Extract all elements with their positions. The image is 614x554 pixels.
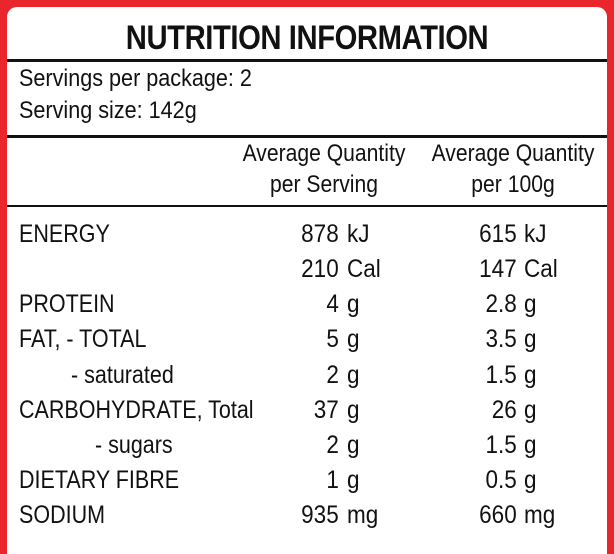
per-100g-value: 147 xyxy=(479,255,517,283)
per-serving-value: 1 xyxy=(326,466,339,494)
per-serving-value: 37 xyxy=(313,396,339,424)
per-serving-unit: kJ xyxy=(347,220,370,248)
per-serving-value: 5 xyxy=(326,325,339,353)
column-header-per-serving: Average Quantity per Serving xyxy=(240,138,407,200)
per-100g-unit: Cal xyxy=(524,255,558,283)
per-100g-unit: g xyxy=(524,325,537,353)
per-serving-unit: g xyxy=(347,431,360,459)
serving-size: Serving size: 142g xyxy=(19,97,197,124)
divider-title xyxy=(7,59,607,62)
nutrient-row: - sugars 2 g 1.5 g xyxy=(7,428,607,463)
nutrient-row: CARBOHYDRATE, Total 37 g 26 g xyxy=(7,393,607,428)
column-header-per-serving-line1: Average Quantity xyxy=(242,140,406,167)
per-100g-value: 1.5 xyxy=(485,361,517,389)
per-100g-value: 1.5 xyxy=(485,431,517,459)
per-serving-unit: g xyxy=(347,325,360,353)
per-serving-unit: g xyxy=(347,466,360,494)
column-header-per-100g: Average Quantity per 100g xyxy=(430,138,595,200)
nutrient-row: - saturated 2 g 1.5 g xyxy=(7,358,607,393)
per-serving-value: 2 xyxy=(326,361,339,389)
per-100g-unit: mg xyxy=(524,501,556,529)
per-100g-value: 3.5 xyxy=(485,325,517,353)
nutrient-row: SODIUM 935 mg 660 mg xyxy=(7,498,607,533)
per-100g-unit: g xyxy=(524,431,537,459)
per-serving-unit: g xyxy=(347,361,360,389)
per-serving-unit: mg xyxy=(347,501,379,529)
per-serving-value: 2 xyxy=(326,431,339,459)
per-100g-value: 615 xyxy=(479,220,517,248)
nutrient-row: PROTEIN 4 g 2.8 g xyxy=(7,287,607,322)
per-100g-unit: g xyxy=(524,466,537,494)
column-header-per-serving-line2: per Serving xyxy=(269,171,378,198)
nutrient-label: SODIUM xyxy=(19,501,105,529)
per-100g-value: 2.8 xyxy=(485,290,517,318)
per-serving-value: 878 xyxy=(301,220,339,248)
nutrient-label: - sugars xyxy=(95,431,173,459)
column-header-per-100g-line2: per 100g xyxy=(471,171,555,198)
nutrient-label: DIETARY FIBRE xyxy=(19,466,180,494)
nutrient-label: - saturated xyxy=(71,361,174,389)
per-serving-unit: g xyxy=(347,290,360,318)
panel-title: NUTRITION INFORMATION xyxy=(125,19,489,57)
per-100g-unit: g xyxy=(524,290,537,318)
servings-per-package: Servings per package: 2 xyxy=(19,65,252,92)
per-serving-value: 935 xyxy=(301,501,339,529)
per-100g-unit: g xyxy=(524,361,537,389)
per-serving-value: 210 xyxy=(301,255,339,283)
nutrient-label: ENERGY xyxy=(19,220,110,248)
nutrient-row: 210 Cal 147 Cal xyxy=(7,252,607,287)
per-100g-value: 0.5 xyxy=(485,466,517,494)
nutrition-panel: NUTRITION INFORMATION Servings per packa… xyxy=(7,7,607,554)
nutrient-label: PROTEIN xyxy=(19,290,115,318)
per-100g-value: 660 xyxy=(479,501,517,529)
nutrient-row: FAT, - TOTAL 5 g 3.5 g xyxy=(7,322,607,357)
nutrient-label: CARBOHYDRATE, Total xyxy=(19,396,254,424)
per-100g-unit: g xyxy=(524,396,537,424)
per-100g-value: 26 xyxy=(491,396,517,424)
per-serving-value: 4 xyxy=(326,290,339,318)
nutrient-row: ENERGY 878 kJ 615 kJ xyxy=(7,217,607,252)
divider-servings xyxy=(7,135,607,138)
column-header-per-100g-line1: Average Quantity xyxy=(431,140,595,167)
nutrient-label: FAT, - TOTAL xyxy=(19,325,147,353)
per-serving-unit: g xyxy=(347,396,360,424)
per-100g-unit: kJ xyxy=(524,220,547,248)
per-serving-unit: Cal xyxy=(347,255,381,283)
nutrient-row: DIETARY FIBRE 1 g 0.5 g xyxy=(7,463,607,498)
divider-header xyxy=(7,205,607,207)
